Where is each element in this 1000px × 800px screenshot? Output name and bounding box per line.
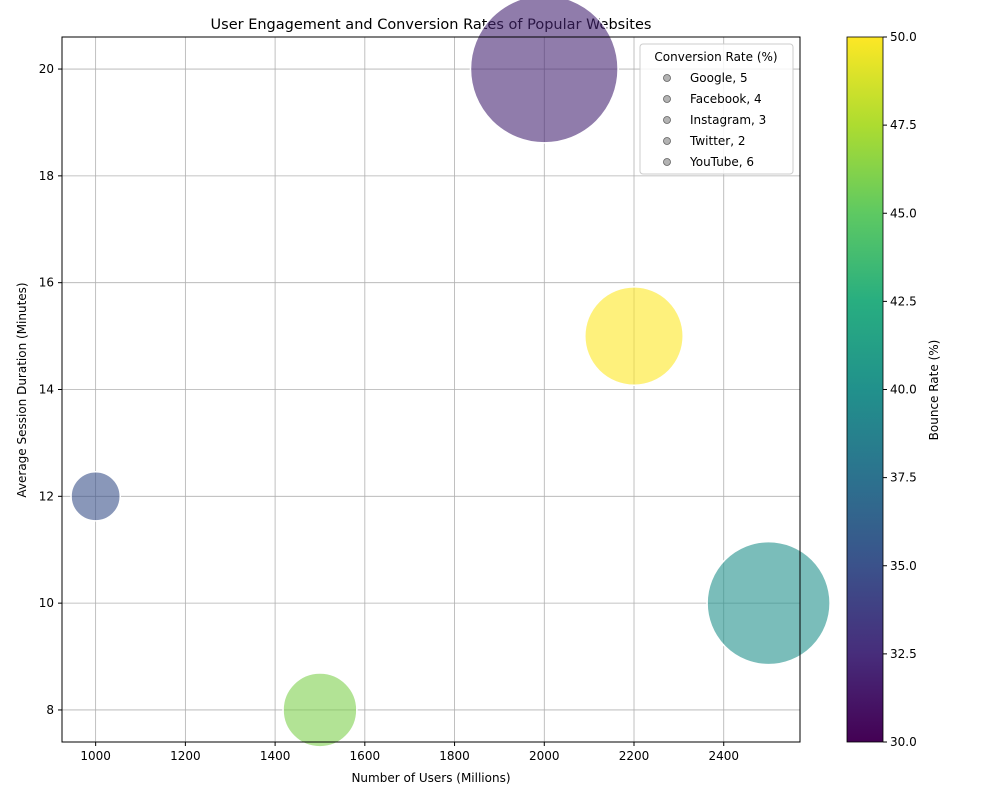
legend-marker — [663, 95, 671, 103]
x-tick-label: 2200 — [619, 749, 650, 763]
bubble-google — [706, 540, 831, 666]
bubble-youtube — [584, 286, 684, 387]
colorbar-ticks: 30.0 32.5 35.0 37.5 40.0 42.5 45.0 47.5 50.0 — [883, 30, 917, 749]
y-axis-label: Average Session Duration (Minutes) — [15, 282, 29, 497]
colorbar-tick-label: 47.5 — [890, 118, 917, 132]
x-tick-label: 1200 — [170, 749, 201, 763]
colorbar-tick-label: 30.0 — [890, 735, 917, 749]
x-tick-label: 1400 — [260, 749, 291, 763]
colorbar-tick-label: 32.5 — [890, 647, 917, 661]
x-tick-label: 1000 — [80, 749, 111, 763]
colorbar-tick-label: 40.0 — [890, 383, 917, 397]
bubble-twitter — [282, 672, 358, 748]
legend-marker — [663, 158, 671, 166]
y-tick-label: 18 — [39, 169, 54, 183]
legend-entry-label: YouTube, 6 — [689, 155, 754, 169]
y-tick-label: 12 — [39, 489, 54, 503]
y-axis-ticks: 8 10 12 14 16 18 20 — [39, 62, 62, 717]
bubble-facebook — [469, 0, 619, 144]
y-tick-label: 20 — [39, 62, 54, 76]
legend-entry-label: Facebook, 4 — [690, 92, 762, 106]
x-tick-label: 1600 — [350, 749, 381, 763]
x-axis-ticks: 1000 1200 1400 1600 1800 2000 2200 2400 — [80, 742, 739, 763]
colorbar-tick-label: 42.5 — [890, 294, 917, 308]
colorbar-tick-label: 35.0 — [890, 559, 917, 573]
y-tick-label: 14 — [39, 383, 54, 397]
colorbar — [846, 36, 884, 743]
colorbar-tick-label: 50.0 — [890, 30, 917, 44]
colorbar-tick-label: 45.0 — [890, 206, 917, 220]
bubble-series — [70, 0, 831, 748]
y-tick-label: 8 — [46, 703, 54, 717]
legend-entry-label: Instagram, 3 — [690, 113, 766, 127]
x-axis-label: Number of Users (Millions) — [351, 771, 510, 785]
y-tick-label: 10 — [39, 596, 54, 610]
legend-box — [639, 43, 794, 175]
legend-entry-label: Twitter, 2 — [689, 134, 745, 148]
legend-marker — [663, 137, 671, 145]
colorbar-tick-label: 37.5 — [890, 471, 917, 485]
legend-title: Conversion Rate (%) — [654, 50, 777, 64]
x-tick-label: 1800 — [439, 749, 470, 763]
y-tick-label: 16 — [39, 276, 54, 290]
legend: Conversion Rate (%) Google, 5 Facebook, 4… — [639, 43, 794, 175]
bubble-instagram — [70, 470, 121, 522]
x-tick-label: 2400 — [708, 749, 739, 763]
legend-entry-label: Google, 5 — [690, 71, 748, 85]
colorbar-label: Bounce Rate (%) — [927, 340, 941, 441]
legend-marker — [663, 74, 671, 82]
legend-marker — [663, 116, 671, 124]
x-tick-label: 2000 — [529, 749, 560, 763]
